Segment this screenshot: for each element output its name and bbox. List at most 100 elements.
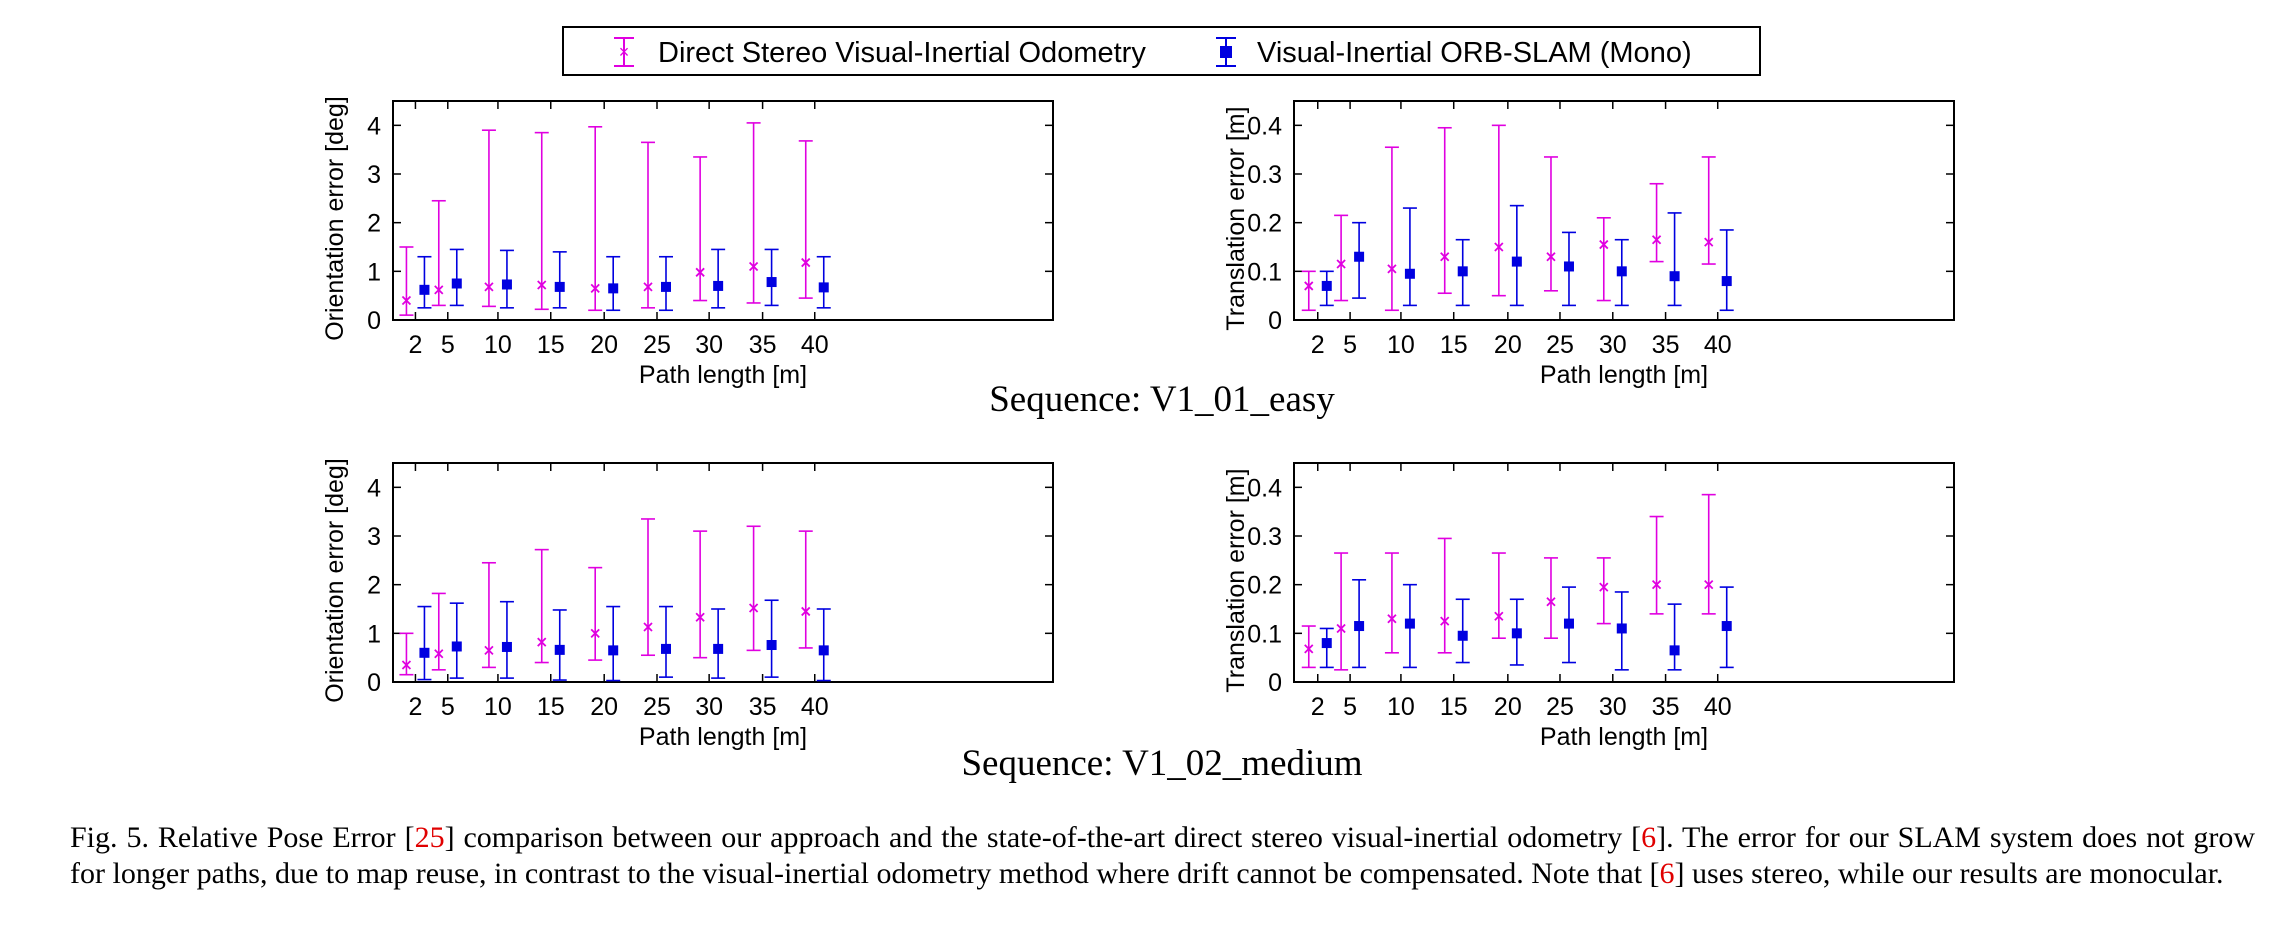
x-tick-label: 2 xyxy=(1311,331,1325,359)
point-marker-square xyxy=(1563,261,1574,272)
errorbar-orb xyxy=(816,608,831,682)
errorbar-dsvio xyxy=(481,561,496,669)
errorbar-orb xyxy=(499,249,514,309)
point-marker-x xyxy=(434,285,444,295)
x-tick-label: 20 xyxy=(590,331,618,359)
errorbar-dsvio xyxy=(798,140,813,299)
y-tick-label: 0 xyxy=(367,669,381,697)
legend-marker-dsvio: × xyxy=(614,37,634,67)
errorbar-dsvio xyxy=(1437,126,1452,295)
x-tick-label: 10 xyxy=(1387,331,1415,359)
x-tick-label: 30 xyxy=(695,693,723,721)
x-axis-label: Path length [m] xyxy=(1540,361,1708,389)
x-axis-label: Path length [m] xyxy=(1540,723,1708,751)
errorbar-dsvio xyxy=(1334,552,1349,671)
errorbar-orb xyxy=(1455,598,1470,664)
errorbar-orb xyxy=(816,255,831,309)
y-axis-label: Translation error [m] xyxy=(1222,106,1250,330)
errorbar-dsvio xyxy=(1491,552,1506,640)
y-tick-label: 2 xyxy=(367,210,381,238)
point-marker-x xyxy=(1494,242,1504,252)
y-tick-label: 0.4 xyxy=(1247,474,1282,502)
x-tick-label: 15 xyxy=(1440,693,1468,721)
x-tick-label: 10 xyxy=(484,693,512,721)
y-tick-label: 4 xyxy=(367,112,381,140)
errorbar-orb xyxy=(1561,231,1576,307)
plot-frame xyxy=(1293,100,1955,321)
caption-text-3: ]. The error for our SLAM system does no… xyxy=(70,821,2255,890)
point-marker-square xyxy=(451,641,462,652)
x-tick-label: 5 xyxy=(441,693,455,721)
errorbar-dsvio xyxy=(746,122,761,304)
errorbar-orb xyxy=(417,605,432,681)
sequence-title-top: Sequence: V1_01_easy xyxy=(989,379,1335,420)
point-marker-square xyxy=(766,640,777,651)
point-marker-square xyxy=(1457,266,1468,277)
point-marker-square xyxy=(1321,638,1332,649)
point-marker-x xyxy=(1494,611,1504,621)
errorbar-dsvio xyxy=(1543,557,1558,640)
errorbar-dsvio xyxy=(1301,625,1316,669)
x-tick-label: 25 xyxy=(643,693,671,721)
point-marker-square xyxy=(1457,630,1468,641)
point-marker-x xyxy=(1387,614,1397,624)
x-axis-label: Path length [m] xyxy=(639,723,807,751)
point-marker-x xyxy=(1651,235,1662,245)
errorbar-orb xyxy=(1614,591,1629,671)
y-tick-label: 0 xyxy=(367,307,381,335)
point-marker-square xyxy=(554,281,565,292)
point-marker-x xyxy=(695,612,705,622)
x-tick-label: 5 xyxy=(1343,693,1357,721)
point-marker-square xyxy=(818,282,829,293)
point-marker-square xyxy=(1669,645,1680,656)
errorbar-orb xyxy=(764,248,779,307)
point-marker-square xyxy=(818,645,829,656)
errorbar-orb xyxy=(1352,578,1367,669)
errorbar-orb xyxy=(1667,212,1682,307)
x-tick-label: 10 xyxy=(1387,693,1415,721)
x-tick-label: 30 xyxy=(1599,693,1627,721)
x-tick-label: 5 xyxy=(441,331,455,359)
x-tick-label: 25 xyxy=(1546,693,1574,721)
y-tick-label: 4 xyxy=(367,474,381,502)
figure-caption: Fig. 5. Relative Pose Error [25] compari… xyxy=(70,820,2255,892)
x-tick-label: 2 xyxy=(408,693,422,721)
point-marker-x xyxy=(1546,252,1556,262)
errorbar-orb xyxy=(552,251,567,309)
x-tick-label: 35 xyxy=(749,331,777,359)
errorbar-dsvio xyxy=(534,548,549,664)
plot-frame xyxy=(392,100,1054,321)
point-marker-x xyxy=(1304,644,1314,654)
errorbar-dsvio xyxy=(534,131,549,311)
point-marker-x xyxy=(1336,259,1346,269)
x-tick-label: 40 xyxy=(801,331,829,359)
y-tick-label: 0.3 xyxy=(1247,523,1282,551)
point-marker-x xyxy=(643,622,653,632)
x-tick-label: 15 xyxy=(537,693,565,721)
point-marker-x xyxy=(1440,252,1450,262)
errorbar-dsvio xyxy=(1384,146,1399,312)
errorbar-orb xyxy=(711,608,726,679)
errorbar-orb xyxy=(606,255,621,312)
errorbar-orb xyxy=(1402,583,1417,669)
point-marker-square xyxy=(451,278,462,289)
caption-ref-6b[interactable]: 6 xyxy=(1659,857,1675,890)
point-marker-square xyxy=(554,644,565,655)
point-marker-x xyxy=(748,603,759,613)
errorbar-dsvio xyxy=(1649,182,1664,263)
point-marker-x xyxy=(748,261,759,272)
errorbar-dsvio xyxy=(798,530,813,649)
errorbar-dsvio xyxy=(1334,214,1349,302)
plot-frame xyxy=(1293,462,1955,683)
legend: × Direct Stereo Visual-Inertial Odometry… xyxy=(562,26,1761,76)
caption-ref-25[interactable]: 25 xyxy=(414,821,445,854)
errorbar-dsvio xyxy=(399,246,414,316)
caption-text-2: ] comparison between our approach and th… xyxy=(444,821,1642,854)
errorbar-orb xyxy=(764,599,779,678)
errorbar-dsvio xyxy=(641,141,655,309)
caption-ref-6[interactable]: 6 xyxy=(1641,821,1657,854)
x-tick-label: 2 xyxy=(408,331,422,359)
x-tick-label: 40 xyxy=(801,693,829,721)
